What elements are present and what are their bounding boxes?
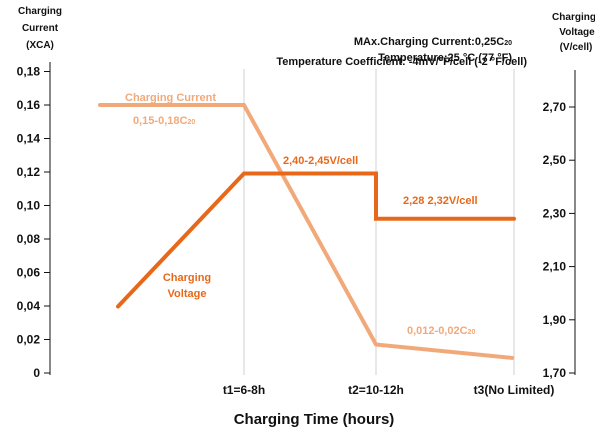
x-tick-label: t2=10-12h: [348, 383, 404, 397]
annotation-voltage-peak: 2,40-2,45V/cell: [283, 155, 358, 167]
right-tick-label: 2,70: [543, 100, 567, 114]
series-layer: [98, 103, 516, 360]
x-axis-title: Charging Time (hours): [234, 411, 395, 428]
series-line-charging-current: [98, 103, 514, 360]
left-tick-label: 0,18: [17, 65, 41, 79]
x-tick-label: t3(No Limited): [474, 383, 555, 397]
right-tick-label: 1,70: [543, 366, 567, 380]
note-temperature: Temperature:25 °C (77 °F): [378, 52, 512, 64]
left-axis-title-line-1: Charging: [18, 6, 62, 17]
right-tick-label: 2,30: [543, 206, 567, 220]
left-tick-label: 0,10: [17, 199, 41, 213]
annotation-current-initial: 0,15-0,18C20: [133, 115, 195, 127]
right-tick-label: 2,50: [543, 153, 567, 167]
left-tick-label: 0: [33, 366, 40, 380]
x-axis: t1=6-8h t2=10-12h t3(No Limited): [223, 383, 555, 397]
label-charging-voltage-line-2: Voltage: [168, 288, 207, 300]
note-temp-coefficient: Temperature Coefficient: -4mV/°F/cell (-…: [276, 56, 527, 68]
series-line-charging-voltage: [116, 171, 516, 309]
right-tick-label: 2,10: [543, 260, 567, 274]
right-axis: 1,70 1,90 2,10 2,30 2,50 2,70: [543, 70, 576, 380]
right-axis-title-line-1: Charging: [552, 12, 595, 23]
left-axis-title-line-2: Current: [22, 23, 59, 34]
left-tick-label: 0,12: [17, 165, 41, 179]
note-max-current: MAx.Charging Current:0,25C20: [354, 36, 512, 48]
left-tick-label: 0,08: [17, 232, 41, 246]
annotation-voltage-float: 2,28 2,32V/cell: [403, 195, 478, 207]
left-axis: 0 0,02 0,04 0,06 0,08 0,10 0,12 0,14 0,16 0,18: [17, 62, 51, 380]
right-axis-title-line-2: Voltage: [559, 27, 595, 38]
left-tick-label: 0,02: [17, 333, 41, 347]
right-tick-label: 1,90: [543, 313, 567, 327]
annotation-current-final: 0,012-0,02C20: [407, 325, 475, 337]
left-tick-label: 0,04: [17, 299, 41, 313]
label-charging-voltage-line-1: Charging: [163, 272, 211, 284]
left-tick-label: 0,06: [17, 266, 41, 280]
left-axis-title-line-3: (XCA): [26, 40, 54, 51]
label-charging-current: Charging Current: [125, 92, 216, 104]
left-tick-label: 0,16: [17, 98, 41, 112]
left-tick-label: 0,14: [17, 132, 41, 146]
right-axis-title-line-3: (V/cell): [560, 42, 593, 53]
x-tick-label: t1=6-8h: [223, 383, 265, 397]
grid-lines: [243, 69, 515, 375]
